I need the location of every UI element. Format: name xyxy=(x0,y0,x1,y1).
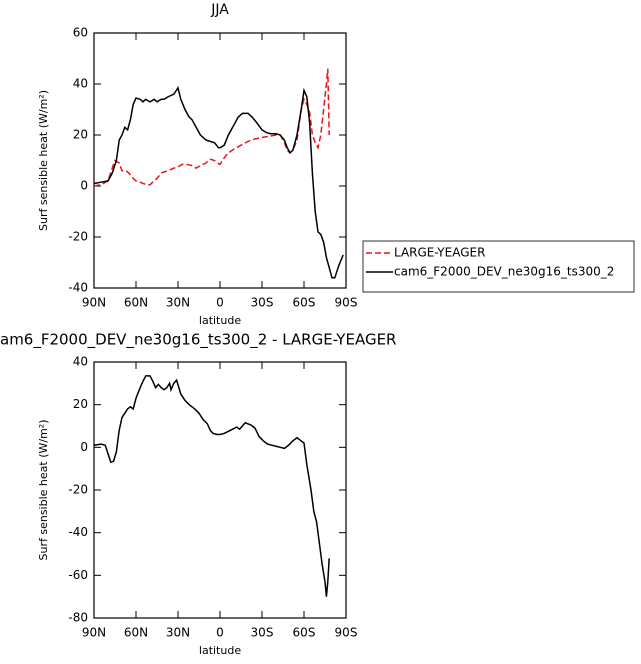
y-tick-label: -20 xyxy=(68,230,88,244)
x-tick-label: 60N xyxy=(124,626,148,640)
x-tick-label: 90N xyxy=(82,626,106,640)
y-tick-label: 20 xyxy=(73,128,88,142)
y-tick-label: 0 xyxy=(80,440,88,454)
chart-title: am6_F2000_DEV_ne30g16_ts300_2 - LARGE-YE… xyxy=(0,331,396,350)
x-tick-label: 60S xyxy=(293,296,316,310)
x-tick-label: 30S xyxy=(251,626,274,640)
y-tick-label: 0 xyxy=(80,179,88,193)
y-tick-label: -40 xyxy=(68,281,88,295)
x-tick-label: 30N xyxy=(166,296,190,310)
legend-label: LARGE-YEAGER xyxy=(394,246,485,260)
y-tick-label: -20 xyxy=(68,483,88,497)
y-axis-label: Surf sensible heat (W/m²) xyxy=(37,420,50,561)
y-tick-label: 40 xyxy=(73,355,88,369)
x-tick-label: 90S xyxy=(335,626,358,640)
plot-frame xyxy=(93,361,347,619)
y-axis-label: Surf sensible heat (W/m²) xyxy=(37,90,50,231)
legend-box xyxy=(362,240,635,293)
x-tick-label: 90S xyxy=(335,296,358,310)
y-tick-label: -60 xyxy=(68,568,88,582)
y-tick-label: 20 xyxy=(73,397,88,411)
plot-frame xyxy=(93,32,347,289)
y-tick-label: -40 xyxy=(68,525,88,539)
x-tick-label: 0 xyxy=(216,296,224,310)
series-line xyxy=(93,68,330,187)
y-tick-label: 60 xyxy=(73,26,88,40)
y-tick-label: 40 xyxy=(73,77,88,91)
series-line xyxy=(93,85,344,279)
x-axis-label: latitude xyxy=(199,644,241,657)
series-line xyxy=(93,375,330,597)
y-tick-label: -80 xyxy=(68,611,88,625)
x-tick-label: 30S xyxy=(251,296,274,310)
x-tick-label: 90N xyxy=(82,296,106,310)
x-axis-label: latitude xyxy=(199,314,241,327)
x-tick-label: 0 xyxy=(216,626,224,640)
x-tick-label: 30N xyxy=(166,626,190,640)
legend-label: cam6_F2000_DEV_ne30g16_ts300_2 xyxy=(394,265,614,279)
x-tick-label: 60N xyxy=(124,296,148,310)
chart-title: JJA xyxy=(210,2,229,18)
x-tick-label: 60S xyxy=(293,626,316,640)
